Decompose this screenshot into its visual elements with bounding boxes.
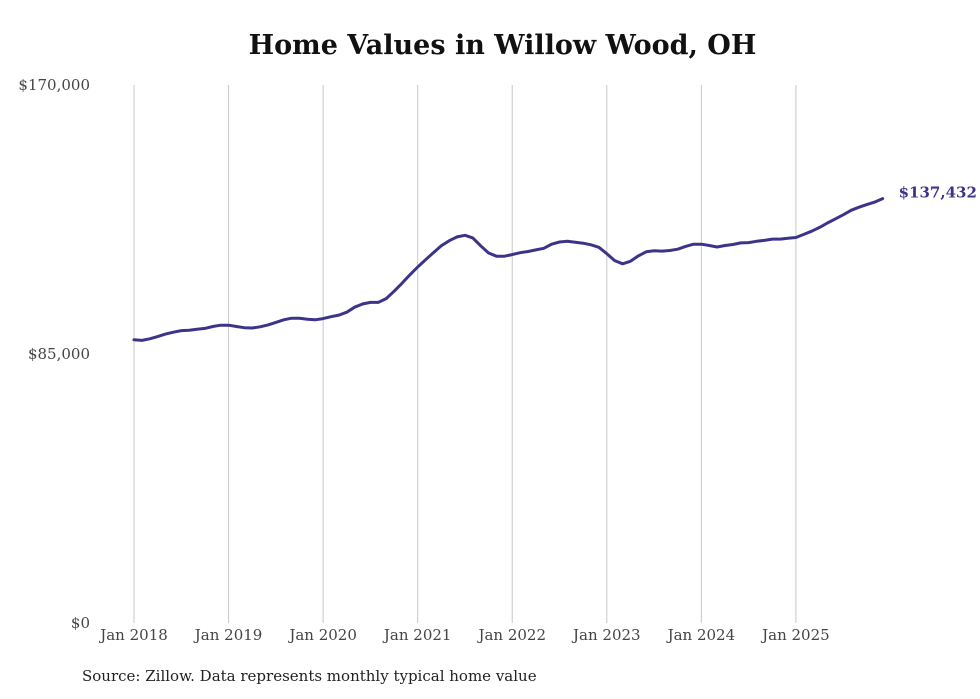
x-tick-label: Jan 2022 (476, 626, 546, 644)
y-tick-label: $85,000 (28, 345, 90, 363)
x-axis-ticks: Jan 2018 Jan 2019 Jan 2020 Jan 2021 Jan 2022… (98, 626, 829, 644)
x-tick-label: Jan 2020 (287, 626, 357, 644)
series-layer: $137,432 (132, 184, 977, 342)
x-tick-label: Jan 2019 (193, 626, 263, 644)
x-tick-label: Jan 2023 (571, 626, 641, 644)
chart-title: Home Values in Willow Wood, OH (248, 30, 757, 61)
x-tick-label: Jan 2024 (666, 626, 736, 644)
end-value-label: $137,432 (899, 184, 977, 202)
x-tick-label: Jan 2025 (760, 626, 830, 644)
x-tick-label: Jan 2018 (98, 626, 168, 644)
series-line (132, 197, 885, 342)
gridlines (133, 85, 797, 623)
x-tick-label: Jan 2021 (382, 626, 452, 644)
y-axis-ticks: $0 $85,000 $170,000 (18, 76, 90, 632)
y-tick-label: $0 (71, 614, 90, 632)
source-note: Source: Zillow. Data represents monthly … (82, 667, 537, 685)
y-tick-label: $170,000 (18, 76, 90, 94)
